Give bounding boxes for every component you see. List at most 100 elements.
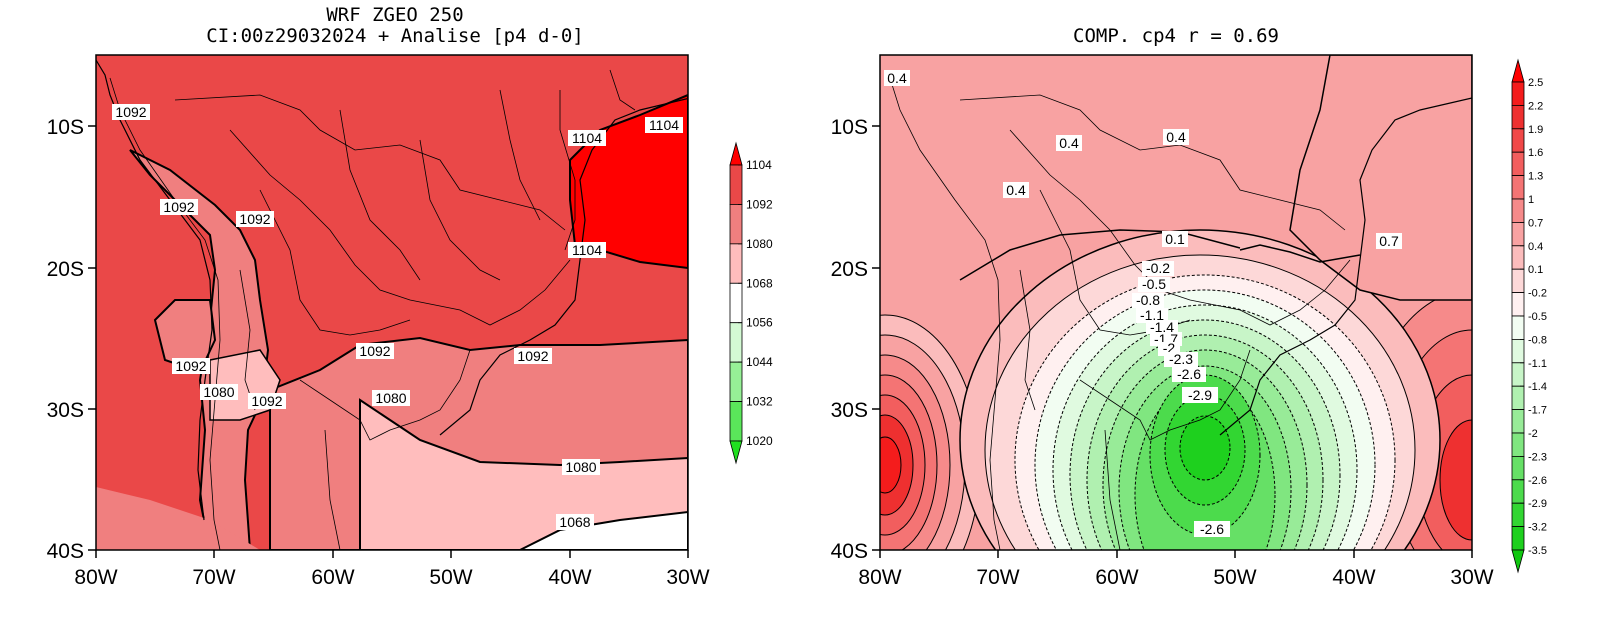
- lon-label: 80W: [74, 566, 117, 589]
- colorbar-swatch: [1511, 526, 1525, 551]
- contour-label: 1104: [572, 130, 602, 146]
- colorbar-label: 1044: [746, 355, 773, 369]
- colorbar-swatch: [1511, 455, 1525, 481]
- colorbar-label: 1.9: [1528, 124, 1543, 136]
- colorbar-swatch: [1511, 385, 1525, 411]
- lon-label: 50W: [1213, 566, 1256, 589]
- contour-label: 0.4: [1059, 135, 1079, 151]
- lon-label: 60W: [1095, 566, 1138, 589]
- colorbar-label: 1.6: [1528, 147, 1543, 159]
- left-colorbar: 1104 1092 1080 1068 1056 1044 1032 1020: [729, 141, 773, 465]
- right-colorbar: 2.5 2.2 1.9 1.6 1.3 1 0.7 0.4 0.1 -0.2 -0.5 -0.8 -1.…: [1511, 58, 1547, 574]
- colorbar-swatch: [1511, 198, 1525, 223]
- colorbar-label: 2.2: [1528, 100, 1543, 112]
- contour-label: 1080: [375, 390, 406, 406]
- colorbar-swatch: [729, 282, 743, 324]
- colorbar-label: -2.3: [1528, 451, 1547, 463]
- contour-label: 0.1: [1165, 231, 1185, 247]
- colorbar-label: -1.7: [1528, 405, 1547, 417]
- lon-label: 50W: [429, 566, 472, 589]
- contour-label: -2.6: [1200, 521, 1224, 537]
- colorbar-label: 1.3: [1528, 171, 1543, 183]
- colorbar-swatch: [1511, 245, 1525, 270]
- contour-label: 0.4: [1166, 129, 1186, 145]
- lat-label: 10S: [831, 116, 868, 139]
- contour-label: -1.1: [1140, 307, 1164, 323]
- colorbar-label: 2.5: [1528, 77, 1543, 89]
- colorbar-swatch: [1511, 292, 1525, 317]
- lat-label: 10S: [47, 116, 84, 139]
- lon-label: 40W: [548, 566, 591, 589]
- lon-label: 60W: [311, 566, 354, 589]
- colorbar-swatch: [1511, 432, 1525, 457]
- colorbar-swatch: [1511, 315, 1525, 340]
- colorbar-label: 0.4: [1528, 241, 1543, 253]
- contour-label: 1092: [359, 343, 390, 359]
- contour-label: 1092: [251, 393, 282, 409]
- contour-label: -2.9: [1188, 387, 1212, 403]
- colorbar-label: -1.1: [1528, 358, 1547, 370]
- colorbar-swatch: [729, 401, 743, 442]
- contour-label: 1080: [203, 384, 234, 400]
- contour-label: -1.4: [1150, 319, 1174, 335]
- contour-label: 0.4: [1006, 182, 1026, 198]
- contour-label: 1092: [239, 211, 270, 227]
- colorbar-swatch: [1511, 105, 1525, 130]
- right-map-field: [880, 55, 1472, 550]
- colorbar-label: -2: [1528, 428, 1538, 440]
- colorbar-swatch: [1511, 221, 1525, 247]
- colorbar-label: -1.4: [1528, 381, 1547, 393]
- lat-label: 40S: [831, 540, 868, 563]
- colorbar-label: 1068: [746, 276, 773, 290]
- contour-label: -2.3: [1169, 351, 1193, 367]
- contour-label: 0.4: [887, 70, 907, 86]
- colorbar-label: -0.5: [1528, 311, 1547, 323]
- contour-label: 1092: [115, 104, 146, 120]
- colorbar-label: 0.1: [1528, 264, 1543, 276]
- colorbar-swatch: [1511, 362, 1525, 387]
- colorbar-label: 1032: [746, 395, 773, 409]
- colorbar-swatch: [1511, 479, 1525, 504]
- left-contour-labels: 1092 1092 1092 1104 1104 1104 1092 1092 …: [112, 104, 683, 530]
- right-map-panel: COMP. cp4 r = 0.69: [831, 25, 1547, 589]
- lat-label: 20S: [47, 258, 84, 281]
- colorbar-min-arrow: [1511, 549, 1525, 574]
- colorbar-label: 1: [1528, 194, 1534, 206]
- right-frame: [879, 54, 1473, 551]
- lat-label: 30S: [47, 399, 84, 422]
- colorbar-label: -0.8: [1528, 334, 1547, 346]
- colorbar-swatch: [1511, 338, 1525, 364]
- lon-label: 70W: [976, 566, 1019, 589]
- colorbar-label: 1092: [746, 197, 773, 211]
- colorbar-min-arrow: [729, 440, 743, 465]
- contour-label: 1068: [559, 514, 590, 530]
- lat-label: 20S: [831, 258, 868, 281]
- contour-label: 1092: [517, 348, 548, 364]
- right-title: COMP. cp4 r = 0.69: [1073, 25, 1279, 47]
- colorbar-label: -3.2: [1528, 522, 1547, 534]
- colorbar-max-arrow: [1511, 58, 1525, 83]
- contour-label: 1080: [565, 459, 596, 475]
- lon-label: 30W: [666, 566, 709, 589]
- colorbar-swatch: [1511, 128, 1525, 153]
- contour-label: 0.7: [1379, 233, 1399, 249]
- colorbar-swatch: [729, 204, 743, 245]
- colorbar-swatch: [1511, 151, 1525, 176]
- colorbar-swatch: [1511, 502, 1525, 528]
- colorbar-swatch: [1511, 81, 1525, 106]
- contour-label: 1104: [649, 117, 679, 133]
- right-contour-labels: 0.4 0.4 0.4 0.4 0.1 0.7 -0.2 -0.5 -0.8 -…: [884, 70, 1402, 537]
- contour-label: -0.8: [1136, 292, 1160, 308]
- colorbar-label: 1104: [746, 158, 772, 172]
- colorbar-label: -0.2: [1528, 288, 1547, 300]
- contour-label: -0.5: [1142, 276, 1166, 292]
- colorbar-label: -3.5: [1528, 545, 1547, 557]
- colorbar-swatch: [729, 243, 743, 284]
- lat-label: 40S: [47, 540, 84, 563]
- contour-label: 1092: [163, 199, 194, 215]
- colorbar-swatch: [729, 322, 743, 363]
- colorbar-swatch: [729, 164, 743, 205]
- lon-label: 70W: [192, 566, 235, 589]
- lon-label: 40W: [1332, 566, 1375, 589]
- colorbar-max-arrow: [729, 141, 743, 166]
